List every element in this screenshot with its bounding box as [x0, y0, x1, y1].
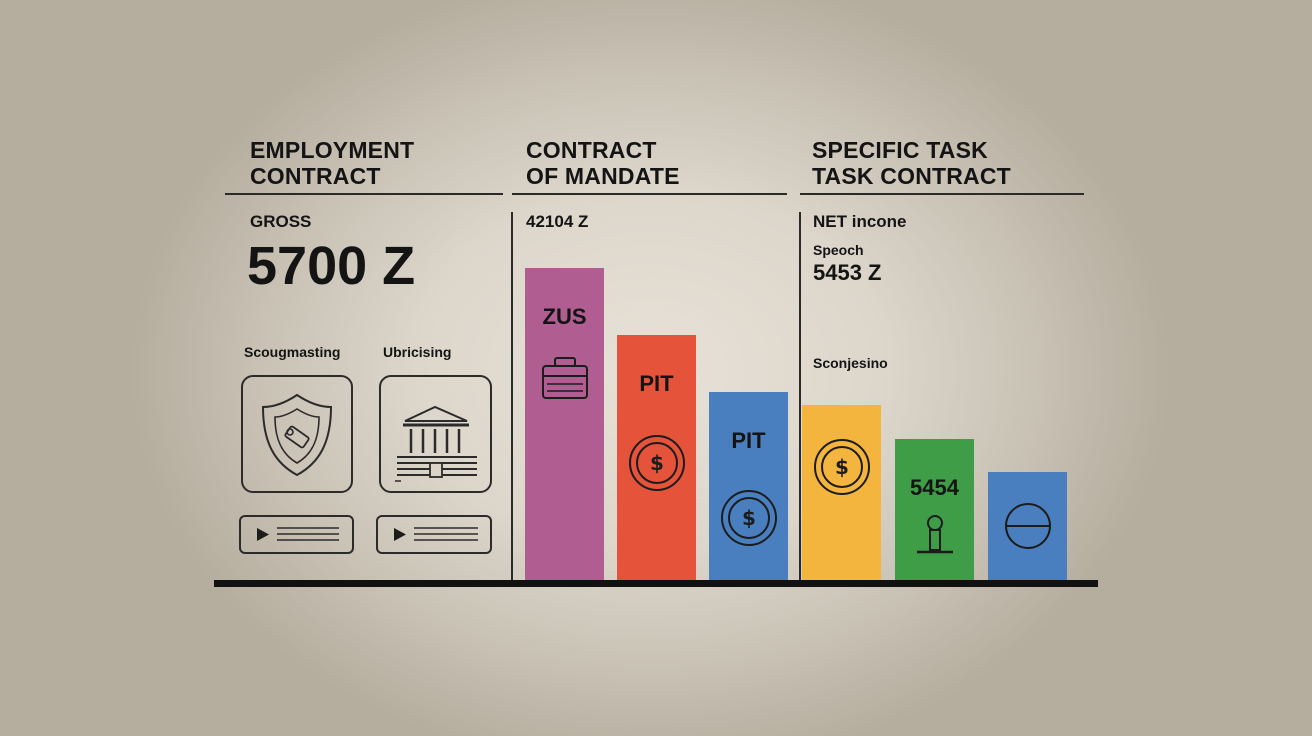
bank-icon — [395, 405, 477, 482]
column-divider — [799, 212, 801, 582]
gross-label: GROSS — [250, 212, 312, 231]
play-icon — [394, 527, 478, 541]
section-title-line1: EMPLOYMENT — [250, 137, 415, 163]
circle-minus-icon — [1004, 503, 1051, 549]
bar: 5454 — [895, 439, 974, 580]
net-income-label: NET incone — [813, 212, 907, 231]
bar: $ — [802, 405, 881, 580]
header-rule — [225, 193, 503, 195]
media-bar[interactable] — [239, 515, 354, 554]
bar-label: 5454 — [910, 475, 959, 500]
coin-icon: $ — [813, 439, 870, 495]
bar: PIT $ — [617, 335, 696, 580]
svg-text:$: $ — [650, 451, 664, 475]
section-task-title: SPECIFIC TASK TASK CONTRACT — [812, 137, 1011, 189]
coin-icon: $ — [720, 490, 777, 546]
bar-label: PIT — [731, 428, 766, 453]
briefcase-icon — [541, 357, 588, 399]
svg-text:$: $ — [742, 506, 756, 530]
bar-label: PIT — [639, 371, 674, 396]
section-mandate-title: CONTRACT OF MANDATE — [526, 137, 680, 189]
svg-text:$: $ — [835, 455, 849, 479]
column-divider — [511, 212, 513, 582]
net-income-value: 5453 Z — [813, 260, 882, 285]
header-rule — [512, 193, 787, 195]
task-note: Sconjesino — [813, 355, 888, 371]
stamp-icon — [916, 515, 953, 554]
section-employment-title: EMPLOYMENT CONTRACT — [250, 137, 414, 189]
section-title-line1: CONTRACT — [526, 137, 657, 163]
bar-label: ZUS — [542, 304, 587, 329]
mandate-value: 42104 Z — [526, 212, 589, 231]
section-title-line2: OF MANDATE — [526, 163, 680, 189]
coin-icon: $ — [628, 435, 685, 491]
section-title-line2: TASK CONTRACT — [812, 163, 1011, 189]
gross-value: 5700 Z — [247, 236, 416, 296]
shield-icon — [261, 393, 333, 477]
shield-card — [241, 375, 353, 493]
media-bar[interactable] — [376, 515, 492, 554]
net-income-sublabel: Speoch — [813, 242, 864, 258]
section-title-line1: SPECIFIC TASK — [812, 137, 988, 163]
bar — [988, 472, 1067, 580]
card-label: Scougmasting — [244, 344, 341, 360]
section-title-line2: CONTRACT — [250, 163, 381, 189]
play-icon — [257, 527, 339, 541]
card-label: Ubricising — [383, 344, 452, 360]
chart-baseline — [214, 580, 1098, 587]
header-rule — [800, 193, 1084, 195]
bank-card — [379, 375, 492, 493]
bar: ZUS — [525, 268, 604, 580]
bar: PIT $ — [709, 392, 788, 580]
